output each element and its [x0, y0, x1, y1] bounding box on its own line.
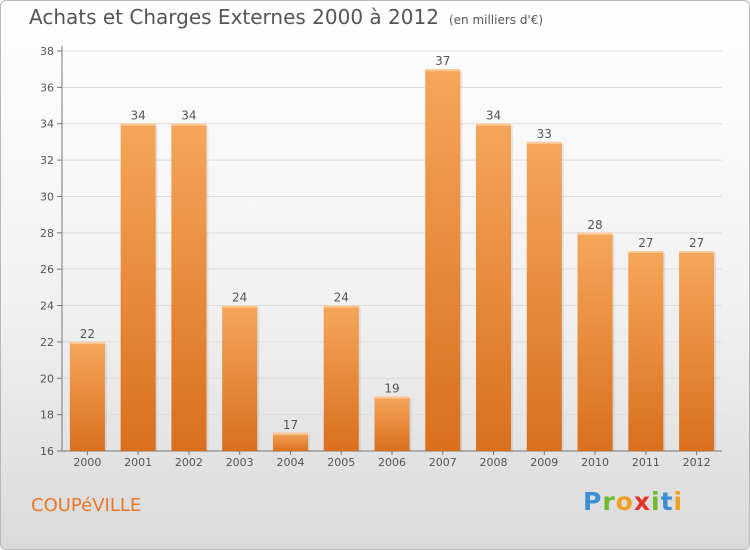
- bar-2010: [577, 232, 613, 451]
- bar-top-highlight: [272, 432, 308, 435]
- y-tick-label: 36: [40, 81, 54, 94]
- data-label: 19: [384, 381, 399, 395]
- data-label: 37: [435, 54, 450, 68]
- bar-2002: [171, 123, 207, 452]
- data-labels: 22 34 34 24 17 24 19 37 34 33 28 27 27: [80, 54, 705, 432]
- x-tick-label: 2009: [530, 456, 558, 469]
- data-label: 17: [283, 418, 298, 432]
- y-tick-label: 34: [40, 118, 54, 131]
- data-label: 34: [131, 109, 146, 123]
- data-label: 27: [638, 236, 653, 250]
- x-tick-label: 2007: [429, 456, 457, 469]
- bar-top-highlight: [222, 305, 258, 308]
- bar-top-highlight: [323, 305, 359, 308]
- bar-top-highlight: [69, 341, 105, 344]
- x-tick-label: 2012: [683, 456, 711, 469]
- y-tick-label: 16: [40, 445, 54, 458]
- data-label: 34: [486, 109, 501, 123]
- bar-2009: [526, 141, 562, 451]
- bar-top-highlight: [628, 251, 664, 253]
- data-label: 24: [232, 291, 247, 305]
- data-label: 33: [537, 127, 552, 141]
- bar-top-highlight: [476, 123, 512, 126]
- y-tick-label: 30: [40, 190, 54, 203]
- chart-subtitle: (en milliers d'€): [448, 13, 544, 27]
- data-label: 34: [181, 109, 196, 123]
- x-tick-label: 2006: [378, 456, 406, 469]
- x-tick-label: 2003: [226, 456, 254, 469]
- bar-2006: [374, 396, 410, 451]
- chart-title: Achats et Charges Externes 2000 à 2012 (e…: [29, 5, 543, 29]
- bars: [69, 69, 717, 452]
- y-tick-label: 20: [40, 372, 54, 385]
- bar-2005: [323, 305, 359, 451]
- y-tick-label: 26: [40, 263, 54, 276]
- y-tick-label: 22: [40, 336, 54, 349]
- logo-letter: i: [673, 487, 684, 516]
- x-tick-label: 2000: [73, 456, 101, 469]
- bar-top-highlight: [120, 123, 156, 126]
- bar-top-highlight: [526, 141, 562, 144]
- bar-top-highlight: [171, 123, 207, 126]
- bar-2001: [120, 123, 156, 452]
- bar-2012: [679, 251, 715, 451]
- data-label: 22: [80, 327, 95, 341]
- y-tick-label: 18: [40, 409, 54, 422]
- x-tick-label: 2004: [276, 456, 304, 469]
- logo-letter: i: [651, 487, 661, 516]
- y-tick-label: 38: [40, 45, 54, 58]
- logo-letter: t: [660, 487, 674, 516]
- bar-2000: [69, 341, 105, 451]
- bar-top-highlight: [679, 251, 715, 253]
- title-text: Achats et Charges Externes 2000 à 2012: [29, 5, 439, 29]
- bar-2011: [628, 251, 664, 451]
- x-tick-label: 2011: [632, 456, 660, 469]
- bar-top-highlight: [374, 396, 410, 399]
- bar-2008: [476, 123, 512, 452]
- data-label: 28: [587, 218, 602, 232]
- bar-top-highlight: [577, 232, 613, 235]
- y-tick-label: 24: [40, 300, 54, 313]
- x-tick-label: 2010: [581, 456, 609, 469]
- logo-letter: x: [633, 487, 651, 516]
- logo-letter: r: [602, 487, 616, 516]
- logo-letter: o: [615, 487, 634, 516]
- y-tick-label: 32: [40, 154, 54, 167]
- bar-top-highlight: [425, 69, 461, 72]
- bar-2004: [272, 432, 308, 451]
- x-tick-label: 2001: [124, 456, 152, 469]
- logo-letter: P: [583, 487, 603, 516]
- data-label: 24: [334, 291, 349, 305]
- x-tick-label: 2002: [175, 456, 203, 469]
- bar-2007: [425, 69, 461, 451]
- x-tick-label: 2008: [480, 456, 508, 469]
- y-tick-label: 28: [40, 227, 54, 240]
- proxiti-logo: Proxiti: [583, 487, 683, 516]
- bar-2003: [222, 305, 258, 451]
- x-tick-label: 2005: [327, 456, 355, 469]
- city-name: COUPéVILLE: [31, 495, 142, 516]
- data-label: 27: [689, 236, 704, 250]
